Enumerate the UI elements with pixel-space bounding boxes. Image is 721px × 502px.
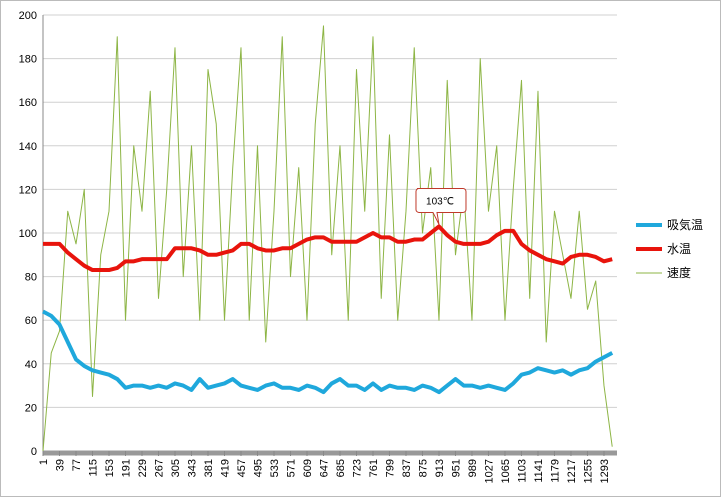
x-tick-label: 875: [417, 459, 429, 477]
x-tick-label: 1217: [566, 459, 578, 483]
x-tick-label: 1065: [500, 459, 512, 483]
x-tick-label: 1293: [599, 459, 611, 483]
x-tick-label: 951: [450, 459, 462, 477]
x-tick-label: 191: [120, 459, 132, 477]
x-tick-label: 647: [318, 459, 330, 477]
x-tick-label: 1027: [483, 459, 495, 483]
series-line: [42, 25, 613, 452]
annotation: 103℃: [415, 187, 467, 225]
x-tick-label: 267: [153, 459, 165, 477]
x-tick-label: 1255: [582, 459, 594, 483]
x-tick-label: 457: [236, 459, 248, 477]
x-tick-label: 305: [170, 459, 182, 477]
y-tick-label: 80: [25, 272, 37, 284]
x-tick-label: 723: [351, 459, 363, 477]
x-tick-label: 1179: [549, 459, 561, 483]
y-tick-label: 100: [19, 228, 37, 240]
x-tick-label: 39: [54, 459, 66, 471]
y-tick-label: 20: [25, 402, 37, 414]
y-tick-label: 140: [19, 141, 37, 153]
legend-label: 吸気温: [667, 217, 703, 232]
x-tick-label: 989: [467, 459, 479, 477]
x-tick-label: 153: [104, 459, 116, 477]
x-tick-label: 77: [71, 459, 83, 471]
series-line: [42, 309, 614, 395]
x-tick-label: 1103: [516, 459, 528, 483]
annotation-callout: [415, 187, 467, 225]
y-tick-label: 60: [25, 315, 37, 327]
annotation-text: 103℃: [426, 196, 454, 207]
x-tick-label: 229: [137, 459, 149, 477]
legend-label: 水温: [667, 242, 691, 256]
x-tick-label: 913: [434, 459, 446, 477]
x-tick-label: 1: [38, 459, 50, 465]
x-tick-label: 799: [384, 459, 396, 477]
x-tick-label: 837: [401, 459, 413, 477]
x-tick-label: 343: [186, 459, 198, 477]
x-tick-label: 115: [87, 459, 99, 477]
x-tick-label: 419: [219, 459, 231, 477]
y-tick-label: 40: [25, 359, 37, 371]
y-tick-label: 200: [19, 10, 37, 22]
x-tick-label: 381: [203, 459, 215, 477]
x-tick-label: 1141: [533, 459, 545, 483]
legend-label: 速度: [667, 265, 691, 280]
y-tick-label: 120: [19, 184, 37, 196]
y-tick-label: 160: [19, 97, 37, 109]
x-tick-label: 533: [269, 459, 281, 477]
x-tick-label: 571: [285, 459, 297, 477]
y-tick-label: 0: [31, 446, 37, 458]
x-tick-label: 761: [368, 459, 380, 477]
x-tick-label: 495: [252, 459, 264, 477]
series-line: [43, 224, 613, 273]
x-tick-label: 685: [335, 459, 347, 477]
y-tick-label: 180: [19, 54, 37, 66]
x-tick-label: 609: [302, 459, 314, 477]
